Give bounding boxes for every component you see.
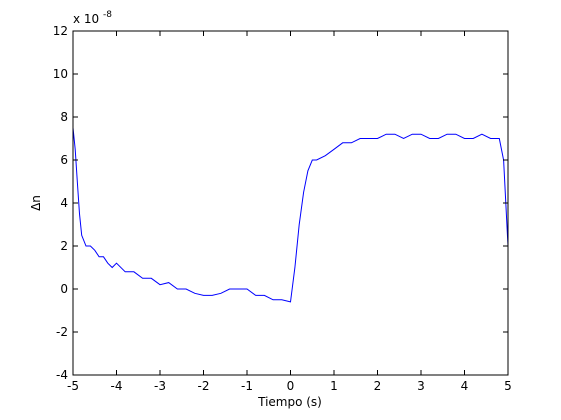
y-exponent-power: -8	[103, 10, 112, 20]
x-tick-label: -2	[198, 379, 210, 393]
x-axis: -5 -4 -3 -2 -1 0 1 2 3 4 5	[67, 31, 512, 393]
x-tick-label: -5	[67, 379, 79, 393]
x-tick-label: -4	[111, 379, 123, 393]
y-tick-label: 4	[60, 196, 68, 210]
x-tick-label: 0	[287, 379, 295, 393]
x-axis-label: Tiempo (s)	[257, 395, 322, 409]
y-exponent-label: x 10 -8	[73, 10, 112, 26]
x-tick-label: 4	[461, 379, 469, 393]
y-tick-label: -2	[56, 325, 68, 339]
x-tick-label: 1	[330, 379, 338, 393]
x-tick-label: -1	[241, 379, 253, 393]
plot-background	[73, 31, 508, 375]
y-axis: -4 -2 0 2 4 6 8 10 12	[53, 24, 508, 382]
y-axis-label: Δn	[29, 195, 43, 211]
x-tick-label: -3	[154, 379, 166, 393]
y-tick-label: 10	[53, 67, 68, 81]
x-tick-label: 3	[417, 379, 425, 393]
y-tick-label: 2	[60, 239, 68, 253]
y-tick-label: 8	[60, 110, 68, 124]
y-tick-label: 6	[60, 153, 68, 167]
series-line	[72, 127, 509, 303]
y-tick-label: 12	[53, 24, 68, 38]
x-tick-label: 2	[374, 379, 382, 393]
y-tick-label: -4	[56, 368, 68, 382]
series-layer	[72, 127, 509, 303]
x-tick-label: 5	[504, 379, 512, 393]
y-exponent-base: x 10	[73, 12, 99, 26]
y-tick-label: 0	[60, 282, 68, 296]
